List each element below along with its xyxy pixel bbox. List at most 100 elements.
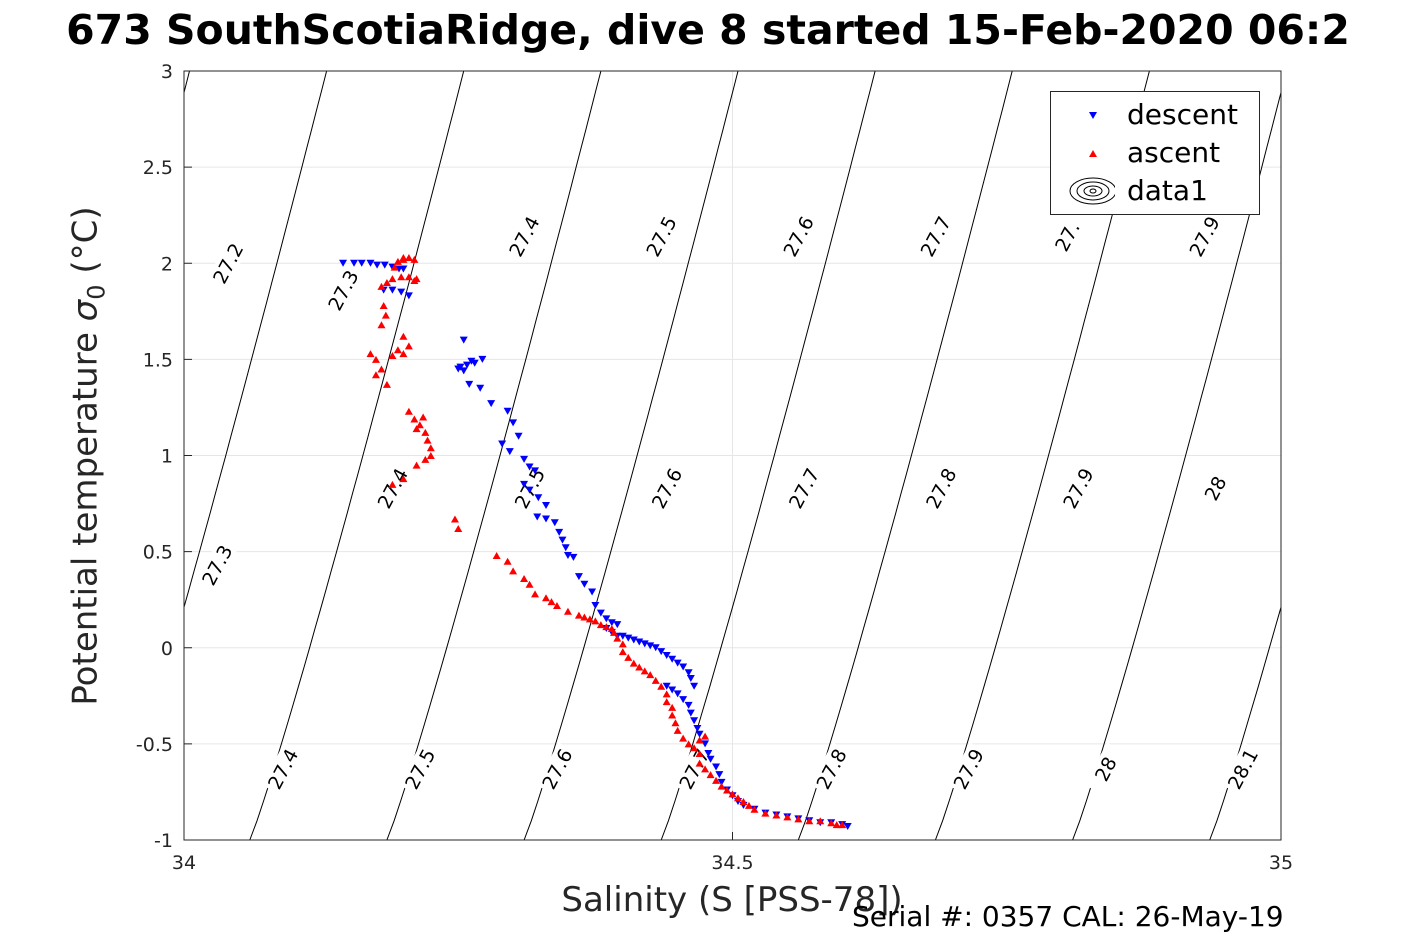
ascent-point: [426, 444, 435, 452]
descent-point: [657, 648, 666, 656]
ascent-point: [542, 594, 551, 602]
descent-point: [555, 528, 564, 536]
contour-label-background: [947, 742, 990, 796]
descent-point: [673, 690, 682, 698]
ascent-point: [421, 455, 430, 463]
contour-label-background: [1194, 461, 1237, 515]
y-axis-label-main: Potential temperature: [65, 332, 106, 706]
ascent-point: [377, 282, 386, 290]
y-tick-label: 1: [161, 446, 173, 468]
ascent-point: [382, 380, 391, 388]
contour-label-background: [919, 461, 962, 515]
ascent-point: [629, 659, 638, 667]
descent-point: [684, 669, 693, 677]
ascent-point: [733, 794, 742, 802]
descent-point: [591, 601, 600, 609]
descent-point: [454, 365, 463, 373]
ascent-point: [706, 771, 715, 779]
ascent-point: [366, 350, 375, 358]
contour-label-background: [261, 742, 304, 796]
descent-point: [459, 367, 468, 375]
descent-point: [373, 261, 382, 269]
ascent-point: [450, 515, 459, 523]
density-contour-line: [797, 71, 1013, 840]
descent-point: [357, 259, 366, 267]
ascent-point: [794, 815, 803, 823]
ascent-point: [816, 817, 825, 825]
ascent-point: [761, 809, 770, 817]
ascent-point: [388, 275, 397, 283]
descent-point: [640, 640, 649, 648]
descent-point: [558, 536, 567, 544]
x-axis-label: Salinity (S [PSS-78]): [561, 880, 903, 920]
y-tick-label: -0.5: [136, 734, 173, 756]
x-tick-label: 35: [1269, 852, 1293, 874]
ascent-point: [591, 617, 600, 625]
descent-point: [533, 513, 542, 521]
descent-point: [542, 515, 551, 523]
ascent-point: [520, 575, 529, 583]
contour-label-background: [782, 461, 825, 515]
descent-point: [673, 659, 682, 667]
ascent-point: [381, 311, 390, 319]
ascent-point: [712, 776, 721, 784]
ascent-point: [563, 607, 572, 615]
ascent-point: [371, 355, 380, 363]
descent-point: [534, 494, 543, 502]
descent-point: [704, 749, 713, 757]
ascent-point: [415, 421, 424, 429]
contour-label-background: [914, 209, 957, 263]
descent-point: [509, 419, 518, 427]
ascent-point: [412, 425, 421, 433]
density-contour-line: [523, 71, 739, 840]
descent-point: [366, 259, 375, 267]
contour-label-background: [398, 742, 441, 796]
descent-point: [701, 740, 710, 748]
ascent-point: [423, 436, 432, 444]
ascent-point: [684, 740, 693, 748]
descent-point: [690, 717, 699, 725]
descent-point: [706, 755, 715, 763]
contour-label-background: [640, 209, 683, 263]
ascent-point: [673, 726, 682, 734]
data-points: [339, 253, 852, 831]
ascent-point: [404, 253, 413, 261]
descent-point: [561, 544, 570, 552]
legend-label-data1: data1: [1127, 174, 1208, 207]
ascent-point: [393, 257, 402, 265]
descent-point: [550, 519, 559, 527]
contour-label-background: [673, 742, 716, 796]
ascent-point: [393, 346, 402, 354]
ascent-point: [679, 734, 688, 742]
contour-label-background: [1183, 209, 1226, 263]
descent-point: [686, 675, 695, 683]
ascent-point: [503, 557, 512, 565]
contour-label-background: [371, 461, 414, 515]
ascent-point: [412, 461, 421, 469]
descent-point: [635, 638, 644, 646]
descent-point: [668, 686, 677, 694]
legend-label-descent: descent: [1127, 98, 1238, 131]
x-axis-ticks: 34 34.5 35: [172, 832, 1293, 874]
descent-point: [520, 455, 529, 463]
ascent-point: [772, 811, 781, 819]
ascent-point: [410, 415, 419, 423]
ascent-point: [399, 475, 408, 483]
density-contour-line: [184, 71, 328, 610]
contour-label-background: [645, 461, 688, 515]
y-tick-label: 1.5: [143, 349, 173, 371]
descent-point: [629, 636, 638, 644]
y-tick-label: 2.5: [143, 157, 173, 179]
ascent-point: [492, 551, 501, 559]
ascent-point: [388, 480, 397, 488]
ascent-point: [635, 663, 644, 671]
ascent-point: [701, 765, 710, 773]
descent-point: [843, 823, 852, 831]
ascent-point: [388, 352, 397, 360]
ascent-point: [668, 703, 677, 711]
ascent-point: [646, 671, 655, 679]
legend-label-ascent: ascent: [1127, 136, 1221, 169]
ascent-point: [695, 749, 704, 757]
descent-point: [569, 553, 578, 561]
descent-point: [542, 501, 551, 509]
